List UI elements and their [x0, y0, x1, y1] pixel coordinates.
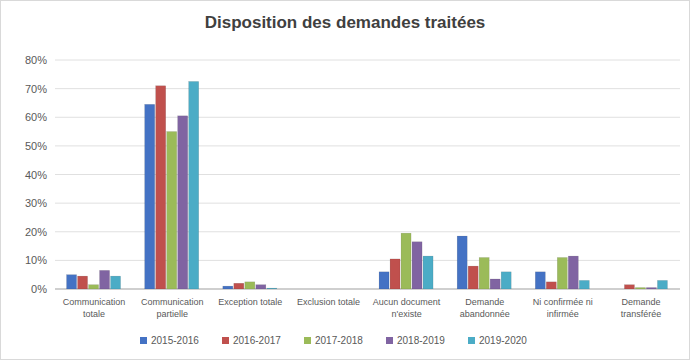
- bar: [390, 259, 400, 289]
- legend-swatch: [222, 337, 229, 344]
- y-tick-label: 50%: [25, 140, 47, 152]
- x-tick-label-line: Exclusion totale: [297, 297, 360, 307]
- x-tick-label-line: Communication: [141, 297, 204, 307]
- bar: [401, 233, 411, 289]
- bar: [635, 288, 645, 289]
- legend-swatch: [304, 337, 311, 344]
- x-tick-label: Aucun document n'existe: [373, 297, 441, 319]
- x-tick-label-line: totale: [83, 309, 105, 319]
- chart: Disposition des demandes traitées 0% 10% 20…: [0, 0, 690, 360]
- legend-label: 2017-2018: [315, 335, 363, 346]
- legend-label: 2018-2019: [397, 335, 445, 346]
- bar: [490, 279, 500, 289]
- x-tick-label-line: Communication: [63, 297, 126, 307]
- bar: [323, 289, 333, 290]
- bar: [613, 289, 623, 290]
- legend: 2015-2016 2016-2017 2017-2018 2018-2019 2019…: [140, 335, 527, 346]
- x-tick-label-line: Ni confirmée ni: [533, 297, 593, 307]
- x-tick-label: Communication totale: [63, 297, 126, 319]
- legend-label: 2015-2016: [151, 335, 199, 346]
- bar: [624, 285, 634, 289]
- bar: [379, 272, 389, 289]
- grid-line: [55, 88, 680, 89]
- y-tick-label: 80%: [25, 54, 47, 66]
- bar: [468, 266, 478, 289]
- x-tick-label: Exception totale: [218, 297, 282, 307]
- bar: [234, 283, 244, 289]
- bar: [156, 86, 166, 289]
- bar: [457, 236, 467, 289]
- x-tick-label-line: Demande: [621, 297, 660, 307]
- legend-label: 2019-2020: [479, 335, 527, 346]
- x-tick-label-line: Demande: [465, 297, 504, 307]
- bar: [189, 81, 199, 289]
- bar: [646, 288, 656, 289]
- legend-swatch: [386, 337, 393, 344]
- bar: [579, 280, 589, 289]
- bar: [67, 275, 77, 289]
- x-tick-label: Exclusion totale: [297, 297, 360, 307]
- bar: [267, 288, 277, 289]
- y-tick-label: 0%: [31, 283, 47, 295]
- bar: [479, 258, 489, 289]
- legend-swatch: [468, 337, 475, 344]
- x-tick-label-line: infirmée: [547, 309, 579, 319]
- y-tick-label: 10%: [25, 254, 47, 266]
- chart-frame: [1, 1, 690, 360]
- grid-line: [55, 60, 680, 61]
- x-tick-label-line: transférée: [621, 309, 662, 319]
- x-tick-label-line: Exception totale: [218, 297, 282, 307]
- bar: [256, 285, 266, 289]
- bar: [89, 285, 99, 289]
- bar: [100, 270, 110, 289]
- bar: [223, 286, 233, 289]
- bar: [501, 272, 511, 289]
- bar: [345, 289, 355, 290]
- x-tick-label: Demande abandonnée: [460, 297, 510, 319]
- bars: [67, 81, 668, 289]
- bar: [557, 258, 567, 289]
- legend-swatch: [140, 337, 147, 344]
- bar: [568, 256, 578, 289]
- bar: [78, 276, 88, 289]
- x-tick-label-line: Aucun document: [373, 297, 441, 307]
- x-tick-label: Ni confirmée ni infirmée: [533, 297, 593, 319]
- bar: [178, 116, 188, 289]
- x-tick-label: Demande transférée: [621, 297, 662, 319]
- legend-label: 2016-2017: [233, 335, 281, 346]
- y-tick-label: 60%: [25, 111, 47, 123]
- bar: [546, 282, 556, 289]
- y-tick-label: 70%: [25, 83, 47, 95]
- bar: [412, 242, 422, 289]
- bar: [111, 276, 121, 289]
- bar: [657, 280, 667, 289]
- y-tick-label: 30%: [25, 197, 47, 209]
- y-tick-label: 20%: [25, 226, 47, 238]
- x-tick-label-line: abandonnée: [460, 309, 510, 319]
- bar: [167, 132, 177, 289]
- x-tick-label: Communication partielle: [141, 297, 204, 319]
- x-tick-label-line: partielle: [156, 309, 188, 319]
- x-tick-label-line: n'existe: [391, 309, 421, 319]
- bar: [245, 282, 255, 289]
- bar: [312, 289, 322, 290]
- bar: [301, 289, 311, 290]
- bar: [334, 289, 344, 290]
- bar: [423, 256, 433, 289]
- y-tick-label: 40%: [25, 169, 47, 181]
- bar: [145, 104, 155, 289]
- bar: [535, 272, 545, 289]
- title: Disposition des demandes traitées: [205, 13, 486, 32]
